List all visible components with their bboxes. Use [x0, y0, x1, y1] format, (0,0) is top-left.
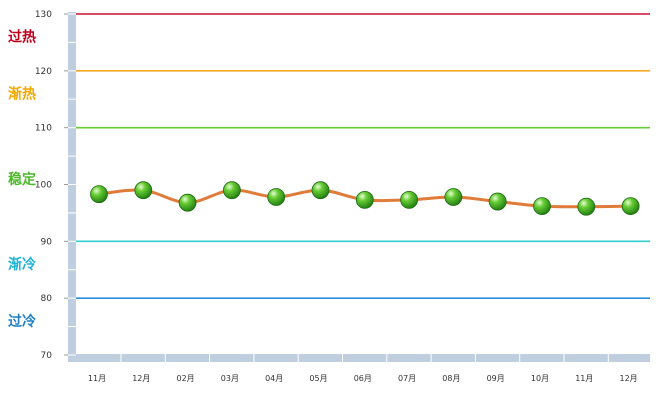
y-tick-label: 130 — [35, 10, 52, 20]
x-tick-label: 03月 — [221, 374, 239, 383]
data-point — [267, 188, 286, 206]
x-tick-label: 10月 — [531, 374, 549, 383]
y-tick-label: 120 — [35, 67, 52, 77]
data-point — [621, 197, 640, 215]
series-group — [90, 181, 640, 216]
x-axis-bar — [76, 354, 650, 362]
x-tick-label: 06月 — [354, 374, 372, 383]
data-point — [577, 197, 596, 216]
data-point — [90, 185, 108, 204]
x-axis-ticks: 11月 12月 02月 03月 04月 05月 06月 07月 08月 09月 10月 11月 12月 — [88, 354, 654, 383]
data-point — [134, 181, 153, 200]
data-point — [400, 190, 419, 209]
x-tick-label: 07月 — [398, 374, 416, 383]
y-axis-ticks: 70 80 90 100 110 120 130 — [35, 10, 76, 361]
zone-label: 渐热 — [8, 86, 36, 103]
x-tick-label: 02月 — [177, 374, 195, 383]
zone-label: 过冷 — [8, 313, 36, 330]
x-tick-label: 12月 — [620, 374, 638, 383]
x-tick-label: 05月 — [309, 374, 327, 383]
zone-label: 渐冷 — [8, 256, 36, 273]
y-tick-label: 90 — [41, 237, 53, 247]
data-point — [533, 197, 551, 215]
x-tick-label: 12月 — [132, 374, 150, 383]
data-point — [222, 181, 241, 200]
x-tick-label: 04月 — [265, 374, 283, 383]
y-tick-label: 100 — [35, 181, 52, 191]
y-tick-label: 70 — [41, 351, 53, 361]
y-axis-bar — [68, 12, 76, 362]
x-tick-label: 11月 — [88, 374, 106, 383]
data-point — [444, 188, 463, 206]
zone-label: 稳定 — [8, 171, 36, 188]
data-point — [311, 181, 330, 200]
zone-label: 过热 — [8, 29, 36, 46]
x-tick-label: 11月 — [575, 374, 593, 383]
reference-lines — [76, 13, 650, 299]
data-point — [488, 192, 507, 211]
x-tick-label: 09月 — [487, 374, 505, 383]
data-point — [178, 193, 197, 212]
data-point — [355, 190, 374, 209]
y-tick-label: 110 — [35, 124, 52, 134]
y-tick-label: 80 — [41, 294, 53, 304]
x-tick-label: 08月 — [442, 374, 460, 383]
